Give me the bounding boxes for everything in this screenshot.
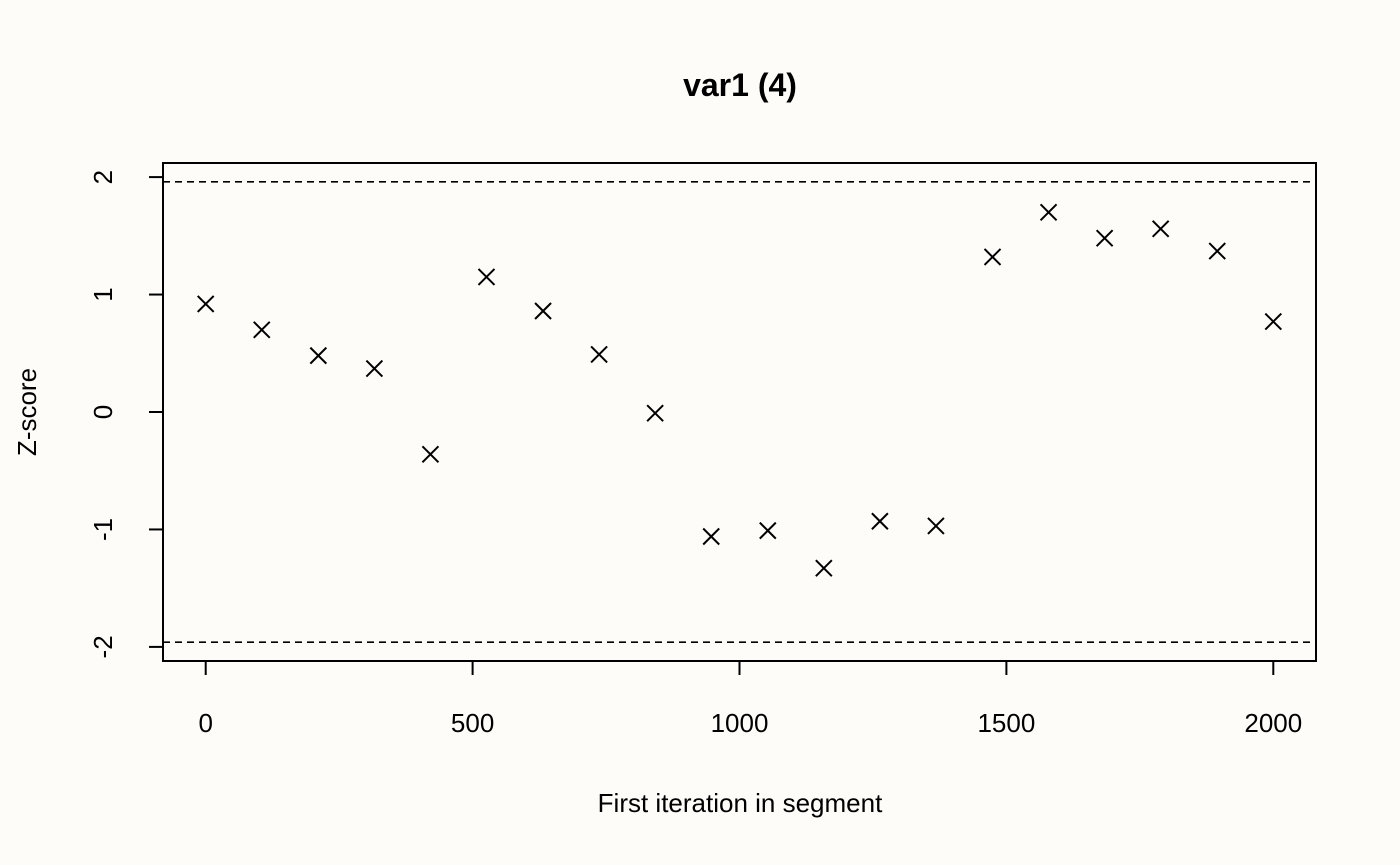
point bbox=[534, 302, 552, 320]
point bbox=[815, 559, 833, 577]
point bbox=[1095, 229, 1114, 247]
point bbox=[1151, 220, 1170, 238]
point bbox=[1039, 203, 1058, 222]
point bbox=[759, 521, 777, 540]
point bbox=[927, 517, 945, 535]
x-tick-label: 1000 bbox=[711, 708, 769, 738]
y-tick-label: 0 bbox=[88, 405, 118, 419]
point bbox=[983, 248, 1002, 266]
point bbox=[253, 321, 271, 339]
point bbox=[365, 359, 384, 378]
point bbox=[590, 345, 608, 364]
point bbox=[477, 268, 496, 286]
x-axis-label: First iteration in segment bbox=[598, 788, 883, 818]
y-tick-label: 2 bbox=[88, 170, 118, 184]
point bbox=[196, 295, 215, 313]
point bbox=[1264, 312, 1283, 331]
y-tick-label: -1 bbox=[88, 518, 118, 541]
x-tick-label: 0 bbox=[198, 708, 212, 738]
point bbox=[702, 527, 720, 546]
y-tick-label: 1 bbox=[88, 287, 118, 301]
y-tick-label: -2 bbox=[88, 635, 118, 658]
x-tick-label: 500 bbox=[451, 708, 494, 738]
point bbox=[309, 346, 328, 365]
x-tick-label: 1500 bbox=[977, 708, 1035, 738]
y-axis-label: Z-score bbox=[12, 368, 42, 456]
point bbox=[421, 445, 440, 463]
point bbox=[646, 404, 664, 422]
chart-title: var1 (4) bbox=[683, 67, 797, 103]
point bbox=[1208, 242, 1226, 260]
x-tick-label: 2000 bbox=[1244, 708, 1302, 738]
point bbox=[871, 512, 889, 530]
